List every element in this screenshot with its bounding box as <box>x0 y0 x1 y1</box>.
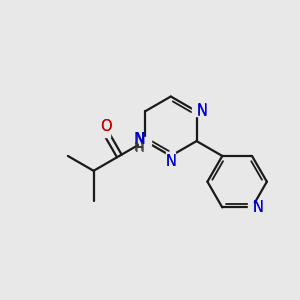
Bar <box>166 152 175 160</box>
Text: N: N <box>253 200 264 215</box>
Text: N: N <box>166 154 177 169</box>
Text: N: N <box>196 104 207 119</box>
Text: H: H <box>135 142 145 155</box>
Bar <box>139 137 151 145</box>
Text: N: N <box>134 132 145 147</box>
Bar <box>248 203 256 211</box>
Text: N: N <box>196 103 207 118</box>
Text: N: N <box>166 154 177 169</box>
Text: O: O <box>100 119 112 134</box>
Text: N: N <box>134 131 145 146</box>
Text: O: O <box>100 119 112 134</box>
Text: N: N <box>253 200 263 215</box>
Text: H: H <box>134 141 144 154</box>
Bar <box>102 129 110 137</box>
Bar <box>192 107 201 116</box>
